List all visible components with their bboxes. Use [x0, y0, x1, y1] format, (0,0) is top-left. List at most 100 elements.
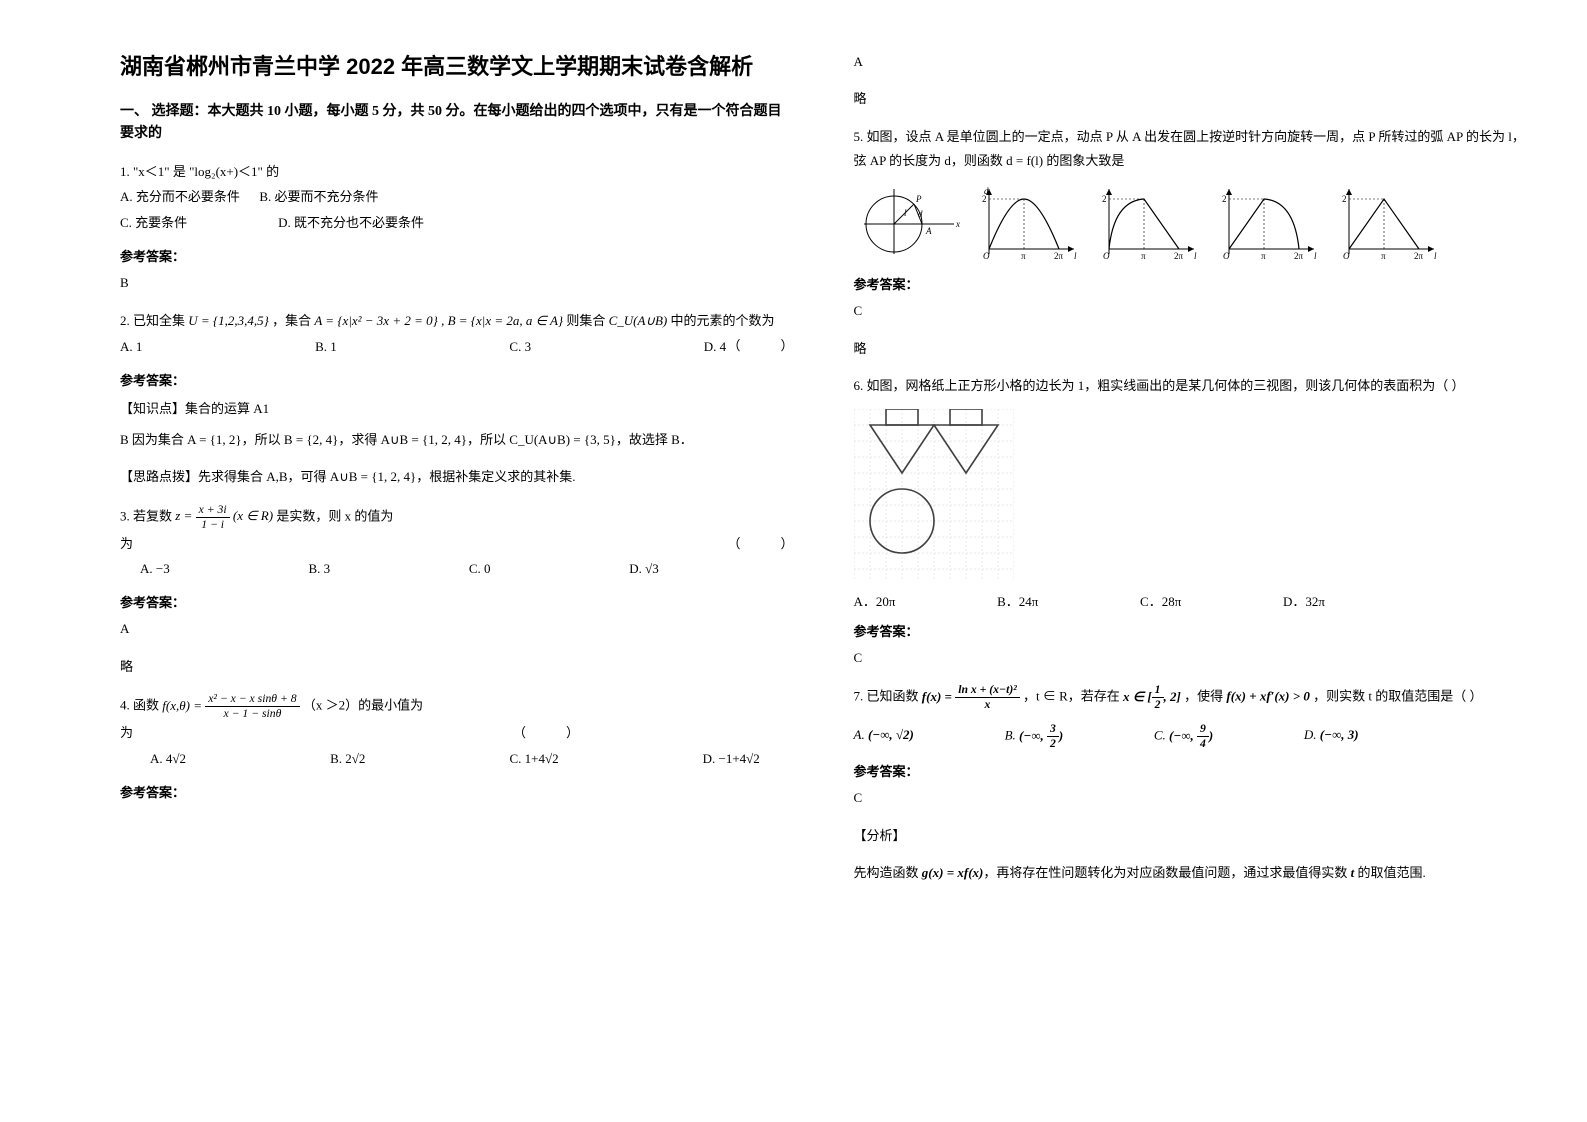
- q7-formula-cond: f(x) + xf′(x) > 0: [1226, 689, 1310, 704]
- question-5: 5. 如图，设点 A 是单位圆上的一定点，动点 P 从 A 出发在圆上按逆时针方…: [854, 125, 1528, 174]
- svg-text:2: 2: [1102, 194, 1107, 204]
- svg-text:π: π: [1021, 251, 1026, 261]
- q2-opt-d: D. 4: [704, 334, 726, 360]
- question-2: 2. 已知全集 U = {1,2,3,4,5} ，集合 A = {x|x² − …: [120, 309, 794, 360]
- q3-opt-a: A. −3: [140, 556, 170, 582]
- question-6: 6. 如图，网格纸上正方形小格的边长为 1，粗实线画出的是某几何体的三视图，则该…: [854, 374, 1528, 399]
- q7-post: ，则实数 t 的取值范围是（ ）: [1313, 689, 1482, 704]
- q7-answer-label: 参考答案：: [854, 761, 1528, 780]
- q5-answer-note: 略: [854, 337, 1528, 360]
- q6-opt-d: D．32π: [1283, 589, 1325, 615]
- q7-opt-b: B. (−∞, 32): [1005, 722, 1064, 751]
- q7-options: A. (−∞, √2) B. (−∞, 32) C. (−∞, 94) D. (…: [854, 722, 1359, 751]
- q4-post: （x ＞2）的最小值为: [303, 698, 423, 713]
- q1-options-row2: C. 充要条件 D. 既不充分也不必要条件: [120, 210, 794, 236]
- q5-graphs: A P l d x O 2 π 2π l d A: [854, 184, 1528, 264]
- svg-text:2: 2: [1342, 194, 1347, 204]
- svg-text:l: l: [1314, 251, 1317, 261]
- q6-opt-a: A．20π: [854, 589, 896, 615]
- q2-post: 中的元素的个数为: [671, 313, 775, 328]
- svg-text:2: 2: [1222, 194, 1227, 204]
- svg-text:l: l: [1434, 251, 1437, 261]
- q2-pre: 2. 已知全集: [120, 313, 185, 328]
- q2-mid3: 则集合: [566, 313, 605, 328]
- q6-options: A．20π B．24π C．28π D．32π: [854, 589, 1325, 615]
- q7-opt-a: A. (−∞, √2): [854, 722, 914, 751]
- svg-text:2π: 2π: [1174, 251, 1184, 261]
- q2-hint: 【思路点拨】先求得集合 A,B，可得 A∪B = {1, 2, 4}，根据补集定…: [120, 465, 794, 488]
- q6-answer-label: 参考答案：: [854, 621, 1528, 640]
- q7-formula-f: f(x) = ln x + (x−t)²x: [922, 689, 1023, 704]
- q7-opt-c: C. (−∞, 94): [1154, 722, 1213, 751]
- q3-answer-note: 略: [120, 655, 794, 678]
- q3-opt-d: D. √3: [629, 556, 659, 582]
- section-heading: 一、 选择题：本大题共 10 小题，每小题 5 分，共 50 分。在每小题给出的…: [120, 101, 794, 146]
- q6-opt-c: C．28π: [1140, 589, 1181, 615]
- question-3: 3. 若复数 z = x + 3i1 − i (x ∈ R) 是实数，则 x 的…: [120, 503, 794, 583]
- question-1: 1. "x＜1" 是 "log₂(x+)＜1" 的 A. 充分而不必要条件 B.…: [120, 160, 794, 237]
- svg-text:O: O: [983, 251, 990, 261]
- q5-graph-a: O 2 π 2π l d A: [974, 184, 1084, 264]
- svg-text:d: d: [984, 186, 989, 196]
- svg-text:O: O: [1103, 251, 1110, 261]
- q1-opt-a: A. 充分而不必要条件: [120, 189, 240, 204]
- q2-set-b: B = {x|x = 2a, a ∈ A}: [448, 313, 564, 328]
- q3-opt-b: B. 3: [308, 556, 330, 582]
- q4-options: A. 4√2 B. 2√2 C. 1+4√2 D. −1+4√2: [120, 746, 760, 772]
- q1-opt-c: C. 充要条件: [120, 215, 187, 230]
- question-4: 4. 函数 f(x,θ) = x² − x − x sinθ + 8x − 1 …: [120, 692, 794, 772]
- q7-mid2: ，使得: [1184, 689, 1223, 704]
- q4-opt-c: C. 1+4√2: [509, 746, 558, 772]
- q7-answer: C: [854, 786, 1528, 809]
- q1-options: A. 充分而不必要条件 B. 必要而不充分条件: [120, 184, 794, 210]
- q4-answer-label: 参考答案：: [120, 782, 794, 801]
- q1-text: 1. "x＜1" 是 "log₂(x+)＜1" 的: [120, 160, 794, 185]
- q2-mid1: ，集合: [272, 313, 311, 328]
- q3-answer: A: [120, 617, 794, 640]
- q5-graph-d: O 2 π 2π l D: [1334, 184, 1444, 264]
- svg-text:d: d: [918, 209, 923, 219]
- question-7: 7. 已知函数 f(x) = ln x + (x−t)²x ，t ∈ R，若存在…: [854, 683, 1528, 751]
- q6-opt-b: B．24π: [997, 589, 1038, 615]
- q7-analysis: 先构造函数 g(x) = xf(x)，再将存在性问题转化为对应函数最值问题，通过…: [854, 861, 1528, 884]
- q4-opt-d: D. −1+4√2: [703, 746, 760, 772]
- q3-wei: 为（）: [120, 532, 794, 557]
- svg-text:2π: 2π: [1294, 251, 1304, 261]
- svg-text:l: l: [1074, 251, 1077, 261]
- svg-text:2π: 2π: [1054, 251, 1064, 261]
- svg-text:2π: 2π: [1414, 251, 1424, 261]
- exam-title: 湖南省郴州市青兰中学 2022 年高三数学文上学期期末试卷含解析: [120, 50, 794, 83]
- q2-solution: B 因为集合 A = {1, 2}，所以 B = {2, 4}，求得 A∪B =…: [120, 428, 794, 451]
- q5-graph-c: O 2 π 2π l C: [1214, 184, 1324, 264]
- q6-three-view: [854, 409, 1014, 579]
- q5-graph-b: O 2 π 2π l B: [1094, 184, 1204, 264]
- q2-set-u: U = {1,2,3,4,5}: [188, 313, 269, 328]
- q3-answer-label: 参考答案：: [120, 592, 794, 611]
- q4-formula: f(x,θ) = x² − x − x sinθ + 8x − 1 − sinθ: [162, 698, 303, 713]
- q7-mid1: ，t ∈ R，若存在: [1023, 689, 1120, 704]
- svg-text:P: P: [915, 194, 922, 204]
- q5-circle-diagram: A P l d x: [854, 184, 964, 264]
- q4-wei: 为（）: [120, 721, 794, 746]
- q7-formula-x: x ∈ [12, 2]: [1123, 689, 1184, 704]
- q1-opt-b: B. 必要而不充分条件: [259, 189, 378, 204]
- svg-text:l: l: [904, 208, 907, 218]
- q7-opt-d: D. (−∞, 3): [1304, 722, 1359, 751]
- q4-answer: A: [854, 50, 1528, 73]
- svg-text:π: π: [1261, 251, 1266, 261]
- q4-pre: 4. 函数: [120, 698, 159, 713]
- q2-opt-b: B. 1: [315, 334, 337, 360]
- q4-opt-a: A. 4√2: [150, 746, 186, 772]
- q1-answer-label: 参考答案：: [120, 246, 794, 265]
- q3-formula: z = x + 3i1 − i (x ∈ R): [175, 508, 276, 523]
- q1-answer: B: [120, 271, 794, 294]
- q5-answer: C: [854, 299, 1528, 322]
- svg-text:O: O: [1343, 251, 1350, 261]
- q2-set-comp: C_U(A∪B): [609, 313, 668, 328]
- q1-opt-d: D. 既不充分也不必要条件: [278, 215, 424, 230]
- q3-post: 是实数，则 x 的值为: [276, 508, 393, 523]
- svg-text:l: l: [1194, 251, 1197, 261]
- q2-opt-a: A. 1: [120, 334, 142, 360]
- q3-opt-c: C. 0: [469, 556, 491, 582]
- q4-answer-note: 略: [854, 87, 1528, 110]
